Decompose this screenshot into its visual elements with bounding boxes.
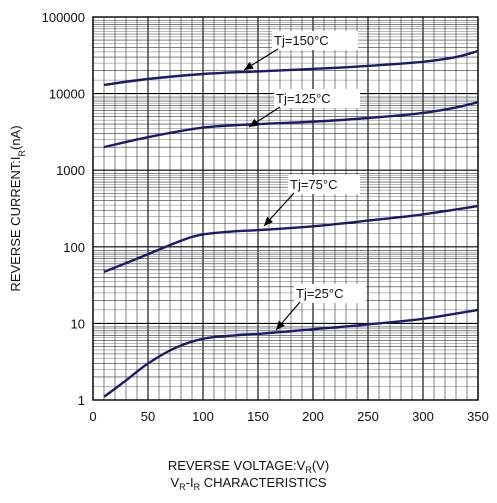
y-axis-label: REVERSE CURRENT:IR(nA) <box>8 125 27 291</box>
x-tick-labels: 0 50 100 150 200 250 300 350 <box>89 409 488 424</box>
annotation-label: Tj=75°C <box>290 177 337 192</box>
annotation-arrow-head <box>244 61 254 70</box>
annotation-layer: Tj=150°C Tj=125°C Tj=75°C Tj=25°C <box>243 31 366 331</box>
annotation-box <box>274 89 360 108</box>
annotation-arrow-head <box>264 216 274 226</box>
x-axis-label: REVERSE VOLTAGE:VR(V) <box>0 458 497 475</box>
y-tick-label: 10000 <box>49 87 85 102</box>
annotation-box <box>288 175 360 194</box>
y-tick-labels: 1 10 100 1000 10000 100000 <box>42 10 85 408</box>
x-tick-label: 200 <box>302 409 324 424</box>
x-tick-label: 0 <box>89 409 96 424</box>
series-line-4 <box>103 308 479 398</box>
series-line-3 <box>103 204 479 274</box>
x-axis-label-text: REVERSE VOLTAGE:VR(V) <box>167 458 330 475</box>
plot-frame <box>92 16 479 401</box>
chart-subtitle-text: VR-IR CHARACTERISTICS <box>170 475 327 492</box>
y-tick-label: 1 <box>78 393 85 408</box>
annotation-label: Tj=25°C <box>296 286 343 301</box>
annotation-label: Tj=150°C <box>274 33 329 48</box>
y-tick-label: 100000 <box>42 10 85 25</box>
x-tick-label: 250 <box>357 409 379 424</box>
series-layer <box>103 49 479 398</box>
x-tick-label: 350 <box>467 409 489 424</box>
grid <box>92 17 479 401</box>
annotation-box <box>294 284 366 303</box>
chart-subtitle: VR-IR CHARACTERISTICS <box>0 475 497 492</box>
series-line-1 <box>103 49 479 87</box>
x-tick-label: 50 <box>141 409 155 424</box>
annotation-box <box>272 31 358 50</box>
annotation-arrow-head <box>276 320 285 330</box>
x-tick-label: 150 <box>247 409 269 424</box>
y-tick-label: 100 <box>63 240 85 255</box>
y-tick-label: 1000 <box>56 163 85 178</box>
series-line-2 <box>103 101 479 149</box>
x-tick-label: 300 <box>412 409 434 424</box>
y-tick-label: 10 <box>71 316 85 331</box>
annotation-arrow-head <box>249 118 259 127</box>
annotation-label: Tj=125°C <box>276 91 331 106</box>
x-tick-label: 100 <box>192 409 214 424</box>
